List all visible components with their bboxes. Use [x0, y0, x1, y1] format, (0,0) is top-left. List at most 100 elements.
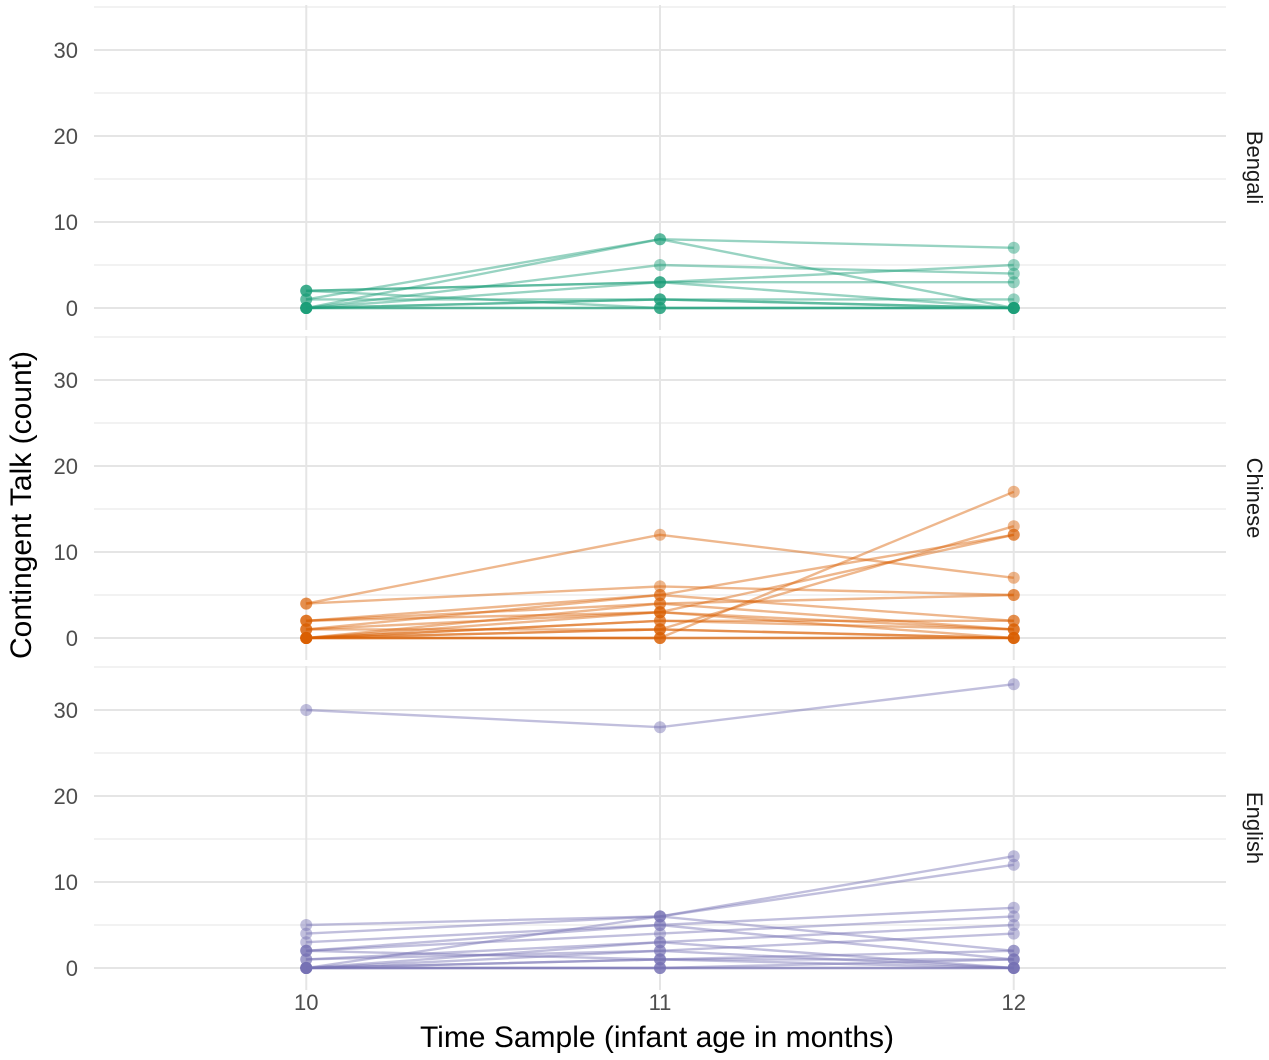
- data-point: [654, 597, 666, 610]
- data-point: [654, 944, 666, 957]
- data-point: [654, 910, 666, 923]
- data-point: [654, 276, 666, 289]
- y-tick-label: 20: [54, 454, 78, 479]
- data-point: [654, 302, 666, 314]
- data-point: [1007, 623, 1020, 636]
- data-point: [1007, 302, 1020, 314]
- data-point: [654, 580, 666, 593]
- data-point: [300, 623, 313, 636]
- data-point: [300, 704, 313, 716]
- data-point: [300, 936, 313, 949]
- data-point: [654, 302, 666, 314]
- data-point: [654, 721, 666, 734]
- data-point: [1007, 293, 1020, 306]
- data-point: [654, 953, 666, 966]
- data-point: [1007, 302, 1020, 314]
- data-point: [300, 632, 313, 644]
- series-line: [306, 923, 1014, 961]
- series-line: [306, 915, 1014, 970]
- data-point: [654, 623, 666, 636]
- data-point: [300, 623, 313, 636]
- x-tick-label: 10: [294, 990, 318, 1015]
- axis-labels: 0 10 20 30 Bengali 0 10 20 30 Chinese 0 10 20 30 Engli…: [54, 38, 1267, 1015]
- data-point: [300, 962, 313, 974]
- data-point: [300, 302, 313, 314]
- data-point: [300, 944, 313, 957]
- y-tick-label: 0: [66, 956, 78, 981]
- data-point: [300, 302, 313, 314]
- series-line: [305, 237, 1015, 310]
- series-line: [306, 263, 1014, 292]
- data-point: [1007, 632, 1020, 644]
- data-point: [300, 614, 313, 627]
- data-point: [654, 623, 666, 636]
- y-tick-label: 30: [54, 368, 78, 393]
- data-point: [1007, 632, 1020, 644]
- data-point: [654, 632, 666, 644]
- data-point: [654, 910, 666, 923]
- data-point: [654, 919, 666, 931]
- data-point: [1007, 850, 1020, 863]
- data-point: [1007, 276, 1020, 289]
- series-line: [306, 949, 1014, 970]
- data-point: [1007, 910, 1020, 923]
- data-point: [654, 632, 666, 644]
- series-line: [306, 863, 1014, 935]
- data-point: [654, 233, 666, 246]
- facet-label-chinese: Chinese: [1242, 458, 1267, 539]
- data-point: [654, 293, 666, 306]
- series-line: [306, 619, 1014, 640]
- series-line: [306, 949, 1014, 970]
- data-point: [1007, 302, 1020, 314]
- series-line: [306, 533, 1015, 631]
- x-tick-label: 12: [1002, 990, 1026, 1015]
- data-point: [300, 614, 313, 627]
- data-point: [300, 632, 313, 644]
- series-line: [306, 611, 1014, 640]
- data-point: [1007, 589, 1020, 601]
- data-point: [654, 259, 666, 271]
- data-point: [300, 632, 313, 644]
- data-point: [654, 233, 666, 246]
- series-line: [306, 298, 1014, 310]
- data-point: [300, 953, 313, 966]
- series-line: [306, 593, 1014, 640]
- series-line: [306, 915, 1014, 952]
- data-point: [1007, 678, 1020, 691]
- data-point: [654, 962, 666, 974]
- data-point: [654, 632, 666, 644]
- series-line: [306, 932, 1014, 970]
- y-tick-label: 10: [54, 540, 78, 565]
- data-point: [1007, 267, 1020, 280]
- data-point: [1007, 623, 1020, 636]
- data-point: [1007, 241, 1020, 254]
- data-point: [654, 302, 666, 314]
- data-point: [300, 302, 313, 314]
- data-point: [300, 962, 313, 974]
- data-point: [300, 632, 313, 644]
- data-point: [300, 953, 313, 966]
- series-line: [306, 855, 1015, 927]
- data-point: [654, 919, 666, 931]
- series-line: [305, 533, 1014, 605]
- data-point: [300, 293, 313, 306]
- y-tick-label: 0: [66, 296, 78, 321]
- data-point: [1007, 927, 1020, 940]
- data-point: [1007, 944, 1020, 957]
- data-point: [1007, 944, 1020, 957]
- data-point: [300, 302, 313, 314]
- data-point: [1007, 614, 1020, 627]
- data-series: [300, 233, 1020, 974]
- data-point: [300, 284, 313, 297]
- data-point: [654, 606, 666, 619]
- data-point: [654, 293, 666, 306]
- data-point: [1007, 901, 1020, 914]
- series-line: [306, 941, 1014, 970]
- x-tick-label: 11: [649, 990, 672, 1015]
- data-point: [1007, 632, 1020, 644]
- facet-label-english: English: [1242, 792, 1267, 864]
- data-point: [300, 614, 313, 627]
- series-line: [306, 585, 1014, 605]
- x-axis-title: Time Sample (infant age in months): [420, 1021, 894, 1054]
